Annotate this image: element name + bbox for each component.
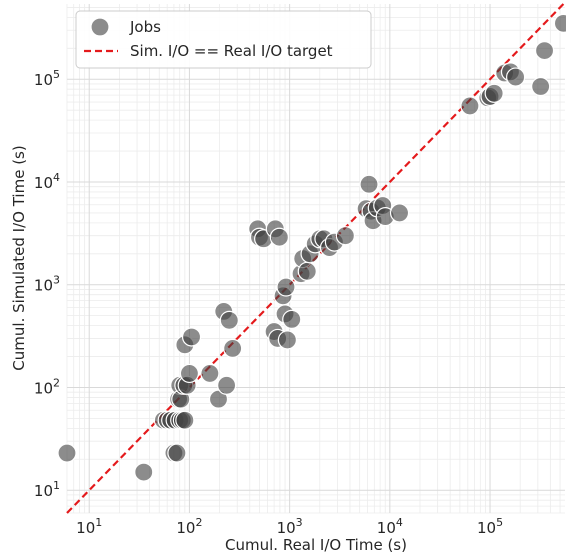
scatter-points <box>57 13 566 482</box>
legend-marker-jobs <box>90 17 110 37</box>
data-point <box>282 309 302 329</box>
y-tick-label: 102 <box>34 376 60 397</box>
data-point <box>181 327 202 347</box>
data-point <box>389 203 410 223</box>
minor-grid <box>66 4 565 514</box>
data-point <box>167 443 187 463</box>
data-point <box>134 462 154 482</box>
x-axis-title: Cumul. Real I/O Time (s) <box>225 536 407 554</box>
data-point <box>175 410 195 430</box>
y-tick-label: 104 <box>34 171 60 192</box>
data-point <box>531 76 551 97</box>
x-tick-label: 101 <box>76 516 102 537</box>
y-tick-labels: 101 102 103 104 105 <box>34 68 60 500</box>
x-tick-label: 102 <box>176 516 202 537</box>
legend-label-target: Sim. I/O == Real I/O target <box>130 42 333 60</box>
x-tick-label: 104 <box>377 516 403 537</box>
data-point <box>297 261 317 281</box>
data-point <box>484 83 504 103</box>
data-point <box>223 338 243 359</box>
data-point <box>359 174 379 194</box>
major-grid <box>67 4 565 513</box>
y-tick-label: 101 <box>34 479 60 500</box>
data-point <box>506 67 526 87</box>
data-point <box>553 13 566 33</box>
y-tick-label: 105 <box>34 68 60 89</box>
data-point <box>534 41 555 61</box>
data-point <box>179 363 200 384</box>
legend-label-jobs: Jobs <box>129 18 161 36</box>
data-point <box>219 310 239 330</box>
x-tick-labels: 101 102 103 104 105 <box>76 516 503 537</box>
x-tick-label: 105 <box>477 516 503 537</box>
data-point <box>200 363 220 384</box>
data-point <box>460 96 480 116</box>
data-point <box>277 330 297 350</box>
legend-box <box>75 10 372 69</box>
y-axis-title: Cumul. Simulated I/O Time (s) <box>10 145 28 370</box>
y-tick-label: 103 <box>34 274 60 295</box>
data-point <box>276 277 296 297</box>
data-point <box>57 443 77 463</box>
data-point <box>335 226 355 246</box>
x-tick-label: 103 <box>277 516 303 537</box>
data-point <box>217 375 237 395</box>
data-point <box>269 227 289 247</box>
legend: Jobs Sim. I/O == Real I/O target <box>75 10 372 69</box>
